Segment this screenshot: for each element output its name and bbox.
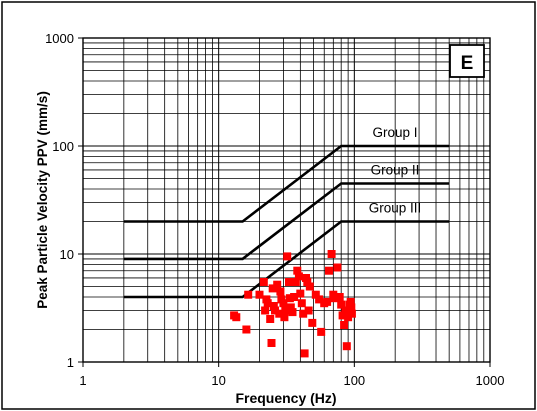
limit-line-label: Group II: [371, 162, 420, 177]
data-point: [308, 318, 317, 327]
data-point: [275, 309, 284, 318]
limit-line-label: Group III: [369, 200, 422, 215]
data-point: [335, 293, 344, 301]
data-point: [285, 294, 294, 303]
y-axis-label: Peak Particle Velocity PPV (mm/s): [35, 91, 50, 309]
data-point: [347, 303, 356, 312]
data-point: [325, 266, 333, 275]
data-point: [280, 313, 289, 322]
data-point: [311, 290, 320, 299]
data-point: [299, 309, 308, 318]
panel-label: E: [461, 53, 474, 74]
data-point: [281, 306, 290, 315]
data-point: [268, 284, 277, 293]
data-point: [315, 295, 324, 304]
data-point: [293, 266, 302, 275]
data-point: [317, 327, 326, 336]
data-point: [283, 252, 292, 261]
limit-line-label: Group I: [372, 125, 417, 140]
x-tick-label: 100: [343, 373, 365, 388]
limit-lines: [123, 144, 450, 299]
data-point: [341, 306, 350, 315]
data-point: [269, 302, 278, 310]
data-point: [296, 289, 305, 298]
x-tick-label: 1: [79, 373, 86, 388]
panel-label-box: [449, 44, 485, 78]
data-point: [290, 293, 299, 301]
x-tick-label: 10: [211, 373, 225, 388]
x-axis-label: Frequency (Hz): [235, 390, 336, 406]
y-tick-label: 100: [52, 139, 74, 154]
data-points: [230, 250, 356, 358]
y-tick-label: 1: [67, 355, 74, 370]
data-point: [333, 263, 342, 272]
y-tick-label: 1000: [45, 31, 74, 46]
data-point: [303, 278, 312, 286]
limit-line: [123, 220, 450, 299]
data-point: [259, 278, 268, 286]
data-point: [267, 339, 276, 347]
data-point: [327, 250, 336, 258]
data-point: [331, 294, 339, 303]
data-point: [261, 306, 270, 315]
x-tick-label: 1000: [476, 373, 505, 388]
data-point: [340, 321, 349, 329]
data-point: [276, 287, 285, 296]
y-tick-labels: 1 10 100 1000: [45, 31, 83, 370]
data-point: [271, 306, 279, 315]
data-point: [266, 315, 275, 323]
data-point: [242, 325, 251, 334]
data-point: [337, 300, 346, 309]
data-point: [342, 342, 351, 351]
data-point: [279, 299, 288, 308]
limit-line-labels: Group I Group II Group III: [369, 125, 422, 215]
data-point: [338, 311, 347, 320]
data-point: [263, 299, 272, 308]
data-point: [304, 306, 313, 315]
limit-line: [123, 144, 450, 223]
y-tick-label: 10: [60, 247, 74, 262]
data-point: [244, 290, 253, 299]
data-point: [300, 349, 309, 358]
data-point: [291, 278, 300, 286]
data-point: [294, 272, 303, 281]
data-point: [255, 290, 264, 299]
x-tick-labels: 1 10 100 1000: [79, 362, 504, 388]
data-point: [285, 278, 293, 286]
data-point: [346, 297, 355, 306]
data-point: [286, 303, 295, 312]
limit-line: [123, 182, 450, 261]
data-point: [297, 299, 306, 308]
data-point: [305, 282, 314, 291]
plot-area-frame: [82, 37, 491, 363]
data-point: [273, 280, 282, 289]
data-point: [347, 309, 356, 318]
data-point: [232, 313, 241, 322]
data-point: [323, 297, 332, 306]
data-point: [288, 308, 297, 317]
